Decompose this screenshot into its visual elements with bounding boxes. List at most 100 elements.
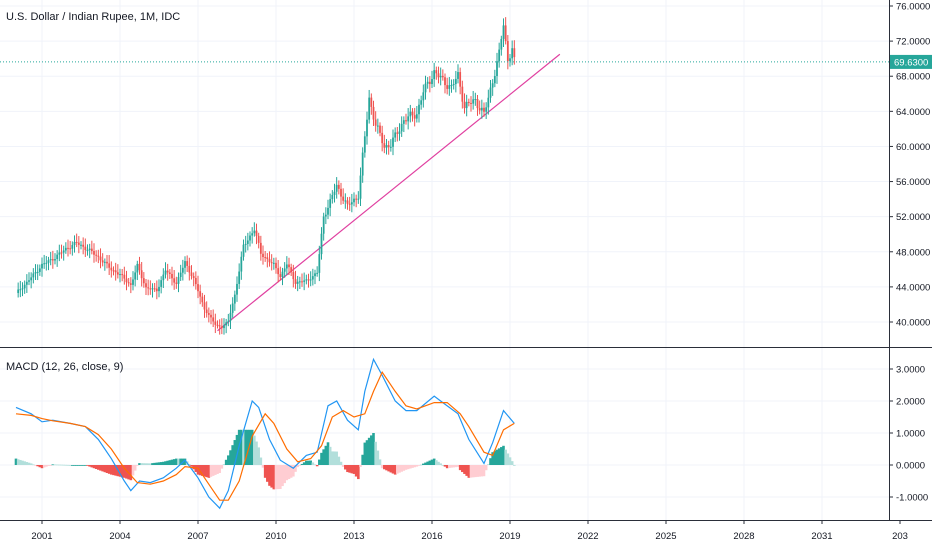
candle-body [303,280,306,282]
macd-hist-bar [242,429,245,465]
macd-tick-label: 0.0000 [896,461,925,472]
macd-hist-bar [58,464,61,466]
macd-hist-bar [439,463,442,465]
current-price-label: 69.6300 [894,57,928,68]
macd-hist-bar [214,465,217,475]
macd-hist-bar [62,464,65,466]
macd-hist-bar [270,465,273,488]
candle-body [335,184,338,192]
candle-body [151,288,154,290]
candle-body [281,271,284,278]
candle-body [498,49,501,62]
candle-body [452,84,455,86]
candle-body [322,216,325,234]
candle-body [238,271,241,284]
candle-body [450,85,453,87]
macd-hist-bar [380,465,384,469]
macd-hist-bar [92,465,96,469]
macd-hist-bar [103,465,107,473]
macd-hist-bar [255,441,258,465]
macd-hist-bar [376,450,380,465]
macd-hist-bar [123,465,126,478]
macd-hist-bar [324,445,328,465]
candle-body [509,58,511,62]
macd-hist-bar [510,461,514,465]
candle-body [355,198,358,200]
macd-hist-bar [424,462,427,465]
macd-hist-bar [73,465,76,466]
macd-hist-bar [452,465,455,468]
macd-hist-bar [183,458,187,465]
candle-body [446,85,449,89]
macd-hist-bar [383,465,386,470]
candle-body [372,106,375,120]
macd-hist-bar [370,435,373,465]
macd-hist-bar [344,465,347,470]
macd-hist-bar [307,460,310,465]
candle-body [381,132,384,144]
candle-body [190,272,193,277]
candle-body [197,284,199,292]
candle-body [357,198,360,200]
macd-hist-bar [23,461,26,465]
candle-body [192,276,195,278]
time-tick-label: 2007 [187,531,208,542]
macd-hist-bar [320,452,323,465]
candle-body [500,38,503,50]
macd-histogram [14,429,516,490]
time-axis[interactable]: 2001 2004 2007 2010 2013 2016 2019 2022 2025 2028… [31,520,908,542]
macd-hist-bar [432,458,436,465]
macd-hist-bar [105,465,109,473]
trendline-segment [217,53,561,332]
candle-body [346,200,349,204]
macd-hist-bar [16,459,20,465]
time-tick-label: 2031 [811,531,832,542]
candle-body [396,132,399,134]
macd-hist-bar [478,465,481,477]
macd-hist-bar [300,463,304,465]
macd-axis[interactable]: 3.0000 2.0000 1.0000 0.0000 -1.0000 [889,365,928,504]
candle-body [324,214,327,217]
candle-body [309,279,312,281]
signal-line [15,370,515,501]
candle-body [51,259,54,261]
macd-hist-bar [159,462,163,465]
macd-hist-bar [146,463,150,465]
candle-body [218,325,221,327]
macd-hist-bar [81,465,85,466]
macd-hist-bar [75,465,78,466]
candle-body [461,86,464,102]
candle-body [17,289,20,294]
candle-body [454,78,457,85]
macd-hist-bar [153,462,156,465]
price-axis[interactable]: 76.0000 72.0000 68.0000 64.0000 60.0000 56.00… [889,2,932,329]
candle-body [233,294,236,304]
candle-body [210,314,212,318]
time-tick-label: 2022 [577,531,598,542]
macd-hist-bar [90,465,94,468]
candle-body [480,107,483,111]
macd-hist-bar [155,462,159,465]
candle-body [387,145,390,148]
macd-hist-bar [302,462,306,465]
macd-hist-bar [398,465,401,473]
macd-hist-bar [38,465,42,468]
macd-hist-bar [224,459,228,465]
candle-body [199,291,202,297]
candle-body [23,284,26,289]
macd-hist-bar [259,457,263,465]
candle-body [121,274,124,276]
candle-body [67,247,69,249]
macd-hist-bar [326,442,330,465]
candle-body [71,245,74,249]
macd-hist-bar [411,465,414,468]
macd-hist-bar [49,465,52,466]
macd-hist-bar [450,465,453,468]
candle-body [485,107,488,112]
macd-hist-bar [47,465,50,466]
macd-hist-bar [279,465,282,489]
macd-hist-bar [458,465,462,471]
candle-body [474,99,477,101]
macd-hist-bar [296,465,299,468]
